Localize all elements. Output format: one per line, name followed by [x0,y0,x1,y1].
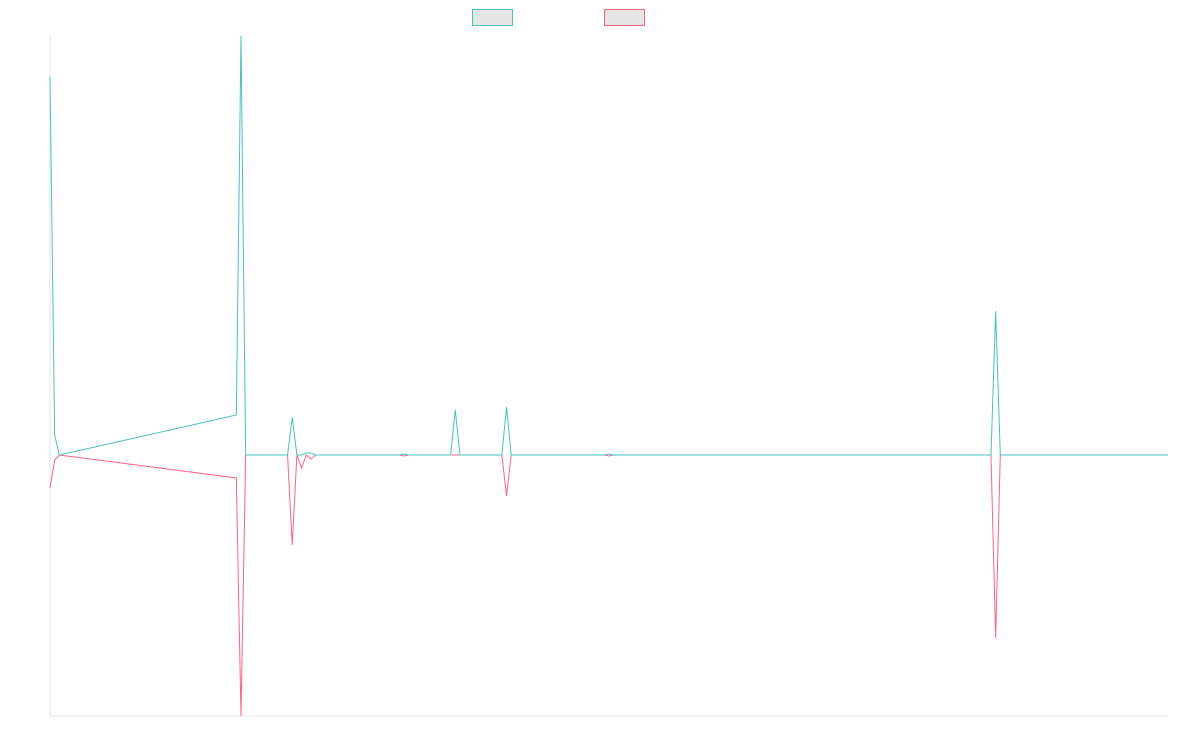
data-line [49,35,1168,456]
data-line [49,454,1168,717]
legend-swatch [604,9,645,26]
legend-swatch [472,9,513,26]
